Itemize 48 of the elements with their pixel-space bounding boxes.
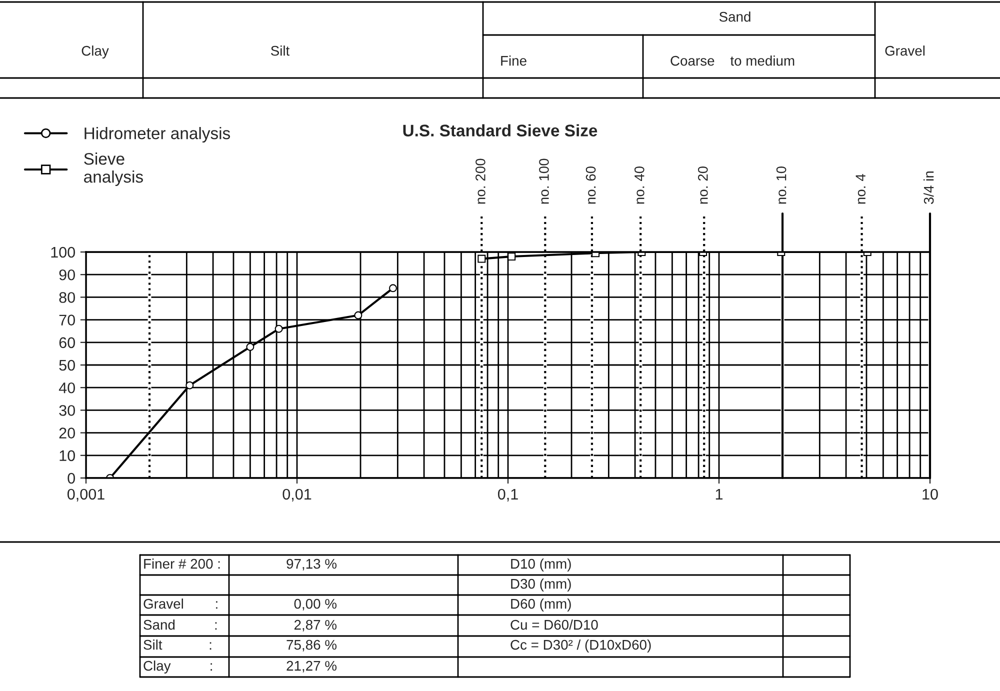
y-tick-label: 90	[59, 269, 75, 280]
text: Gravel	[885, 46, 925, 56]
ref-line-label: 3/4 in	[924, 171, 934, 204]
text: Cu = D60/D10	[510, 620, 598, 630]
x-tick-label: 1	[716, 488, 723, 500]
text: D60 (mm)	[511, 598, 571, 612]
y-tick-label: 40	[58, 382, 75, 394]
text: 75,86 %	[286, 640, 337, 652]
text: Sand	[719, 12, 750, 22]
ref-line-label: no. 10	[776, 166, 786, 204]
y-tick-label: 10	[60, 450, 75, 462]
y-tick-label: 30	[59, 405, 75, 416]
legend-label: Sieve analysis	[84, 152, 143, 186]
text: Silt :	[144, 640, 212, 650]
text: 0,00 %	[294, 598, 337, 610]
y-tick-label: 50	[59, 360, 75, 371]
ref-line-label: no. 100	[539, 158, 549, 204]
ref-line-label: no. 40	[634, 166, 644, 204]
text: 97,13 %	[286, 558, 337, 570]
ref-line-label: no. 4	[856, 174, 866, 204]
ref-line-label: no. 60	[586, 166, 596, 204]
text: Gravel :	[144, 598, 218, 609]
text: Cc = D30² / (D10xD60)	[510, 640, 651, 652]
y-tick-label: 70	[59, 314, 75, 326]
y-tick-label: 60	[59, 337, 75, 348]
text: Coarse to medium	[670, 56, 794, 66]
x-tick-label: 0,01	[282, 488, 312, 502]
x-tick-label: 10	[922, 488, 938, 500]
y-tick-label: 100	[51, 246, 75, 258]
text: Sand :	[144, 620, 217, 630]
text: 2,87 %	[294, 620, 337, 632]
text: Finer # 200 :	[144, 558, 220, 569]
y-tick-label: 20	[59, 428, 75, 438]
text: Fine	[501, 56, 526, 66]
text: D10 (mm)	[511, 558, 571, 572]
y-tick-label: 80	[59, 292, 75, 303]
ref-line-label: no. 20	[698, 166, 708, 204]
x-tick-label: 0,001	[67, 488, 104, 502]
text: Silt	[270, 46, 290, 56]
x2-axis-title: U.S. Standard Sieve Size	[403, 124, 598, 136]
text: D30 (mm)	[511, 578, 571, 592]
y-tick-label: 0	[68, 472, 75, 484]
text: Clay	[82, 46, 109, 58]
x-tick-label: 0,1	[498, 488, 518, 502]
ref-line-label: no. 200	[476, 158, 486, 204]
text: 21,27 %	[286, 660, 337, 672]
legend-label: Hidrometer analysis	[84, 127, 230, 143]
text: Clay :	[144, 660, 212, 674]
